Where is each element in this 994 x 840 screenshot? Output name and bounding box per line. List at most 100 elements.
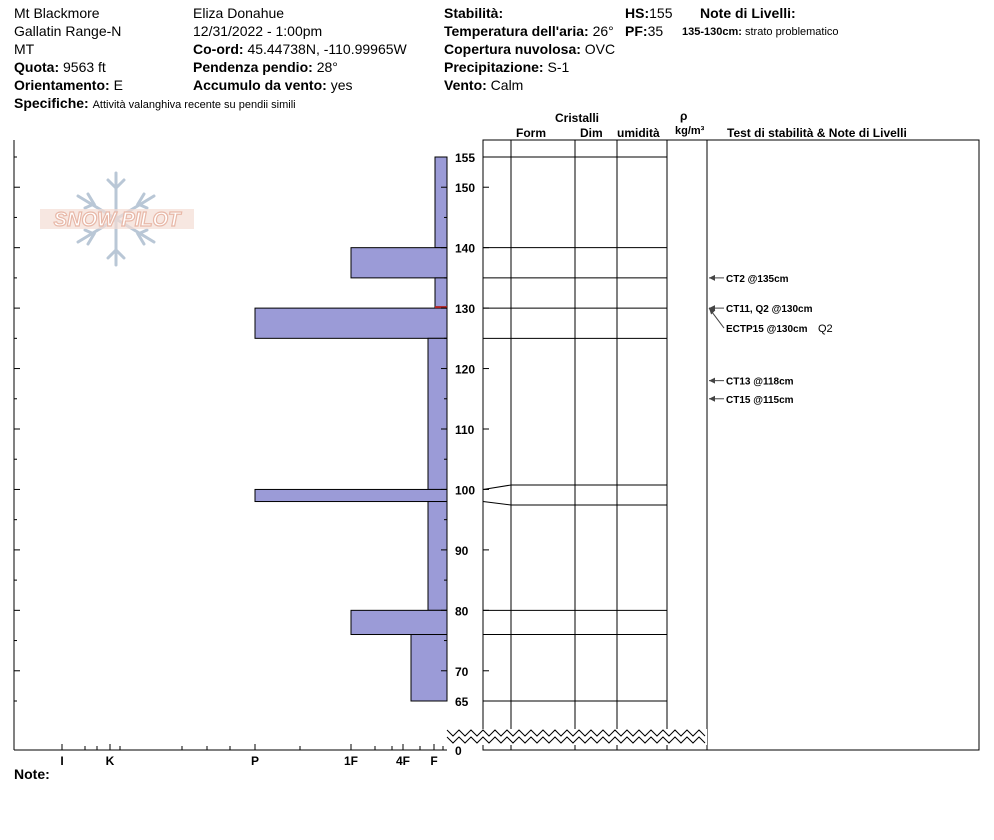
crystals-header: Cristalli	[555, 111, 600, 125]
stability-field: Stabilità:	[444, 5, 503, 21]
hardness-bar	[254, 307, 448, 339]
hardness-tick-label: 1F	[344, 754, 358, 768]
logo-text: SNOW PILOT	[54, 209, 182, 231]
hardness-bar	[410, 634, 448, 702]
test-label: CT11, Q2 @130cm	[726, 304, 813, 315]
depth-tick-label: 90	[455, 544, 469, 558]
depth-tick-label: 120	[455, 363, 475, 377]
cloud-cover-label: Copertura nuvolosa:	[444, 41, 581, 57]
depth-tick-label: 140	[455, 242, 475, 256]
depth-tick-label: 150	[455, 181, 475, 195]
hardness-plot	[254, 156, 448, 702]
depth-tick-label: 65	[455, 695, 469, 709]
specifics-field: Specifiche: Attività valanghiva recente …	[14, 95, 296, 113]
observation-datetime: 12/31/2022 - 1:00pm	[193, 23, 323, 39]
hardness-bar	[350, 247, 448, 279]
test-arrow-head	[709, 308, 716, 315]
air-temp-label: Temperatura dell'aria:	[444, 23, 589, 39]
layer-notes-label: Note di Livelli:	[700, 5, 796, 21]
tests-header: Test di stabilità & Note di Livelli	[727, 126, 907, 140]
coordinates-field: Co-ord: 45.44738N, -110.99965W	[193, 41, 407, 57]
site-name: Mt Blackmore	[14, 5, 100, 21]
hs-label: HS:	[625, 5, 650, 21]
aspect-value: E	[113, 77, 123, 93]
wind-loading-field: Accumulo da vento: yes	[193, 77, 352, 93]
layer-boundary-connector	[482, 501, 512, 506]
hardness-bar	[350, 609, 448, 636]
size-header: Dim	[580, 126, 603, 140]
wind-loading-value: yes	[330, 77, 353, 93]
test-arrow-head	[709, 274, 715, 281]
hardness-tick-label: I	[60, 754, 63, 768]
grid-frame	[482, 139, 980, 751]
coord-label: Co-ord:	[193, 41, 244, 57]
test-label: CT15 @115cm	[726, 395, 794, 406]
precipitation-field: Precipitazione: S-1	[444, 59, 569, 75]
elevation-field: Quota: 9563 ft	[14, 59, 106, 75]
site-range: Gallatin Range-N	[14, 23, 122, 39]
wind-field: Vento: Calm	[444, 77, 523, 93]
slope-value: 28°	[316, 59, 338, 75]
air-temp-value: 26°	[592, 23, 614, 39]
layer-note-depth: 135-130cm:	[682, 26, 742, 38]
stability-tests: CT2 @135cm CT11, Q2 @130cm ECTP15 @130cm Q2…	[708, 274, 833, 406]
depth-axis: I K P 1F 4F F 0 65 70 80 90 100 110 120 130 140 150 155	[13, 140, 475, 768]
depth-tick-label: 155	[455, 151, 475, 165]
depth-tick-label: 70	[455, 665, 469, 679]
site-state: MT	[14, 41, 35, 57]
hardness-bar	[427, 337, 448, 490]
crystal-grid	[446, 139, 980, 751]
air-temp-field: Temperatura dell'aria: 26°	[444, 23, 614, 39]
hardness-bar	[254, 488, 448, 503]
precipitation-label: Precipitazione:	[444, 59, 544, 75]
moisture-header: umidità	[617, 126, 660, 140]
test-label: CT2 @135cm	[726, 274, 789, 285]
slope-label: Pendenza pendio:	[193, 59, 313, 75]
cloud-cover-field: Copertura nuvolosa: OVC	[444, 41, 615, 57]
hardness-bar	[427, 501, 448, 611]
test-label: CT13 @118cm	[726, 377, 794, 388]
hs-field: HS:155	[625, 5, 672, 21]
depth-tick-label: 130	[455, 302, 475, 316]
depth-tick-label: 80	[455, 604, 469, 618]
test-extra-label: Q2	[818, 323, 833, 335]
form-header: Form	[516, 126, 546, 140]
precipitation-value: S-1	[547, 59, 570, 75]
pf-label: PF:	[625, 23, 648, 39]
wind-label: Vento:	[444, 77, 487, 93]
hardness-bar	[434, 277, 448, 309]
hardness-bar	[434, 156, 448, 249]
snowpilot-logo: SNOW PILOT	[40, 171, 194, 267]
hardness-tick-label: 4F	[396, 754, 410, 768]
slope-field: Pendenza pendio: 28°	[193, 59, 338, 75]
hardness-tick-label: F	[430, 754, 437, 768]
cloud-cover-value: OVC	[584, 41, 616, 57]
depth-tick-label: 110	[455, 423, 475, 437]
wind-loading-label: Accumulo da vento:	[193, 77, 327, 93]
density-unit: kg/m³	[675, 125, 705, 137]
observer-name: Eliza Donahue	[193, 5, 285, 21]
axis-break-zigzag	[446, 736, 706, 744]
depth-tick-label: 0	[455, 744, 462, 758]
wind-value: Calm	[490, 77, 524, 93]
hardness-tick-label: P	[251, 754, 259, 768]
note-label: Note:	[14, 766, 50, 782]
aspect-label: Orientamento:	[14, 77, 110, 93]
depth-tick-label: 100	[455, 483, 475, 497]
layer-note: 135-130cm: strato problematico	[682, 24, 839, 40]
specifics-value: Attività valanghiva recente su pendii si…	[92, 99, 296, 111]
hardness-tick-label: K	[106, 754, 115, 768]
test-arrow-head	[709, 377, 715, 384]
layer-note-text: strato problematico	[745, 26, 839, 38]
axis-break-zigzag	[446, 729, 706, 737]
pf-value: 35	[647, 23, 664, 39]
test-arrow-head	[709, 395, 715, 402]
hs-value: 155	[649, 5, 673, 21]
coord-value: 45.44738N, -110.99965W	[247, 41, 407, 57]
stability-label: Stabilità:	[444, 5, 504, 21]
elevation-label: Quota:	[14, 59, 60, 75]
aspect-field: Orientamento: E	[14, 77, 123, 93]
layer-boundary-connector	[482, 484, 512, 490]
elevation-value: 9563 ft	[63, 59, 106, 75]
